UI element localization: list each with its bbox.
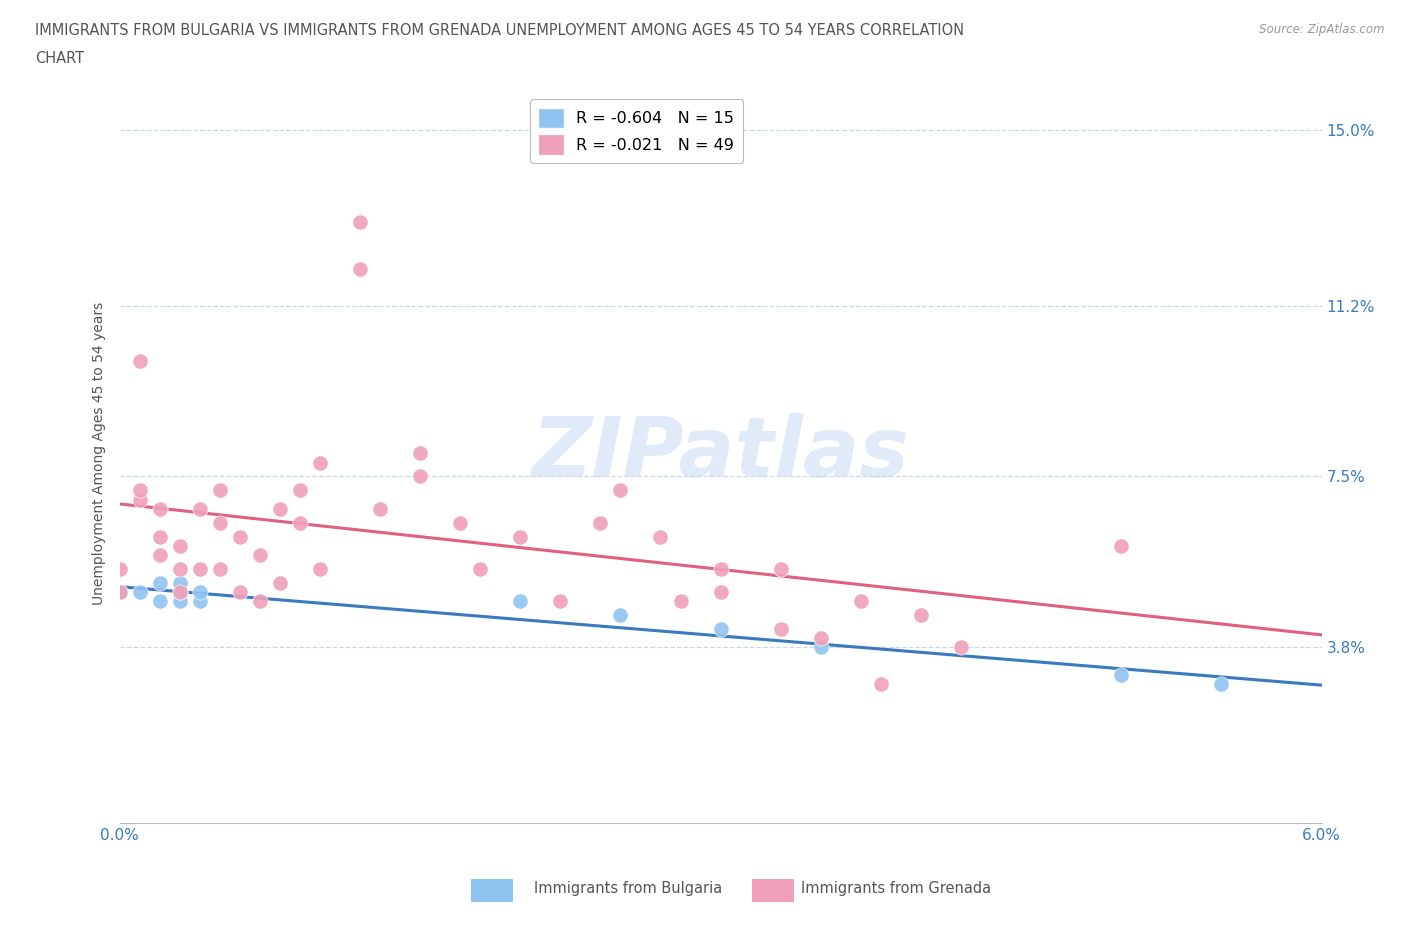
Point	[869, 677, 891, 692]
Point	[650, 529, 672, 544]
Point	[128, 492, 150, 507]
Point	[249, 594, 271, 609]
Point	[108, 585, 131, 600]
Point	[910, 607, 932, 622]
Point	[149, 501, 172, 516]
Point	[169, 576, 191, 591]
Point	[769, 621, 792, 636]
Point	[188, 585, 211, 600]
Point	[208, 515, 231, 530]
Point	[609, 483, 631, 498]
Text: Immigrants from Bulgaria: Immigrants from Bulgaria	[534, 881, 723, 896]
Point	[509, 594, 531, 609]
Point	[709, 621, 731, 636]
Point	[208, 483, 231, 498]
Point	[228, 529, 252, 544]
Point	[128, 585, 150, 600]
Point	[169, 594, 191, 609]
Point	[108, 585, 131, 600]
Point	[368, 501, 391, 516]
Point	[1111, 668, 1133, 683]
Point	[468, 562, 492, 577]
Point	[169, 538, 191, 553]
Text: Immigrants from Grenada: Immigrants from Grenada	[801, 881, 991, 896]
Text: CHART: CHART	[35, 51, 84, 66]
Point	[950, 640, 973, 655]
Point	[188, 594, 211, 609]
Point	[149, 529, 172, 544]
Point	[509, 529, 531, 544]
Point	[169, 585, 191, 600]
Point	[1211, 677, 1233, 692]
Point	[609, 607, 631, 622]
Point	[149, 576, 172, 591]
Text: ZIPatlas: ZIPatlas	[531, 413, 910, 494]
Point	[849, 594, 872, 609]
Point	[149, 594, 172, 609]
Y-axis label: Unemployment Among Ages 45 to 54 years: Unemployment Among Ages 45 to 54 years	[91, 301, 105, 605]
Point	[149, 548, 172, 563]
Point	[769, 562, 792, 577]
Point	[449, 515, 471, 530]
Point	[810, 640, 832, 655]
Point	[810, 631, 832, 645]
Point	[349, 261, 371, 276]
Point	[349, 215, 371, 230]
Point	[169, 585, 191, 600]
Point	[409, 469, 432, 484]
Point	[1111, 538, 1133, 553]
Point	[288, 515, 311, 530]
Point	[309, 455, 332, 470]
Text: Source: ZipAtlas.com: Source: ZipAtlas.com	[1260, 23, 1385, 36]
Point	[188, 562, 211, 577]
Point	[269, 501, 291, 516]
Point	[409, 446, 432, 461]
Point	[108, 562, 131, 577]
Point	[709, 585, 731, 600]
Point	[249, 548, 271, 563]
Point	[208, 562, 231, 577]
Point	[169, 562, 191, 577]
Point	[548, 594, 571, 609]
Point	[188, 501, 211, 516]
Point	[309, 562, 332, 577]
Text: IMMIGRANTS FROM BULGARIA VS IMMIGRANTS FROM GRENADA UNEMPLOYMENT AMONG AGES 45 T: IMMIGRANTS FROM BULGARIA VS IMMIGRANTS F…	[35, 23, 965, 38]
Point	[589, 515, 612, 530]
Point	[128, 353, 150, 368]
Point	[288, 483, 311, 498]
Point	[669, 594, 692, 609]
Point	[709, 562, 731, 577]
Point	[128, 483, 150, 498]
Legend: R = -0.604   N = 15, R = -0.021   N = 49: R = -0.604 N = 15, R = -0.021 N = 49	[530, 100, 744, 163]
Point	[269, 576, 291, 591]
Point	[228, 585, 252, 600]
